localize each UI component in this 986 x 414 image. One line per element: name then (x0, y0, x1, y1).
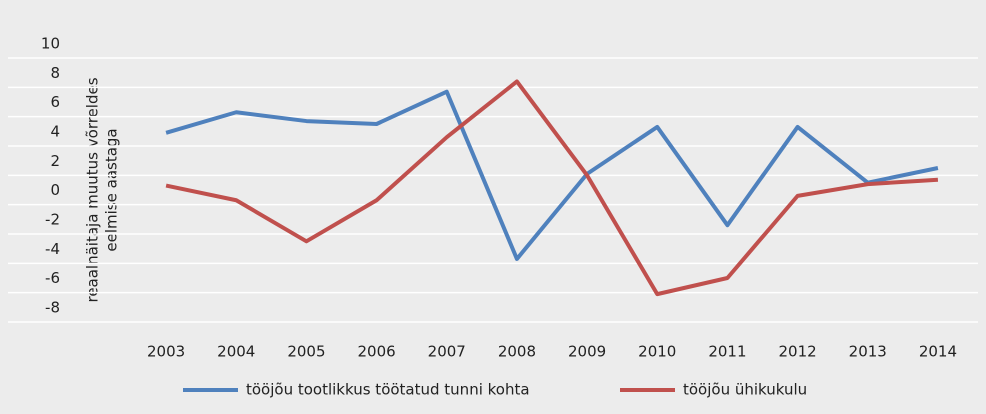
x-tick-label: 2013 (849, 343, 887, 361)
y-axis-title-line: eelmise aastaga (103, 128, 121, 251)
x-tick-label: 2012 (778, 343, 816, 361)
legend-label: tööjõu ühikukulu (683, 381, 807, 399)
y-tick-label: 10 (41, 35, 60, 53)
x-tick-label: 2009 (568, 343, 606, 361)
x-tick-label: 2010 (638, 343, 676, 361)
y-tick-label: 8 (50, 64, 60, 82)
y-tick-label: 0 (50, 181, 60, 199)
y-axis-title: reaalnäitaja muutus võrreldes eelmise aa… (84, 77, 121, 302)
y-axis-title-line: reaalnäitaja muutus võrreldes (84, 77, 102, 302)
y-tick-label: 4 (50, 123, 60, 141)
legend-label: tööjõu tootlikkus töötatud tunni kohta (246, 381, 530, 399)
y-tick-label: -4 (45, 240, 60, 258)
x-tick-label: 2004 (217, 343, 255, 361)
y-tick-label: -6 (45, 269, 60, 287)
y-tick-label: 2 (50, 152, 60, 170)
x-tick-label: 2006 (357, 343, 395, 361)
data-line (165, 79, 939, 297)
x-tick-label: 2008 (498, 343, 536, 361)
y-tick-label: -2 (45, 211, 60, 229)
x-tick-label: 2003 (147, 343, 185, 361)
x-tick-label: 2005 (287, 343, 325, 361)
x-tick-label: 2014 (919, 343, 957, 361)
data-line (165, 89, 939, 261)
x-tick-label: 2007 (428, 343, 466, 361)
y-tick-label: 6 (50, 93, 60, 111)
y-tick-label: -8 (45, 299, 60, 317)
x-tick-label: 2011 (708, 343, 746, 361)
